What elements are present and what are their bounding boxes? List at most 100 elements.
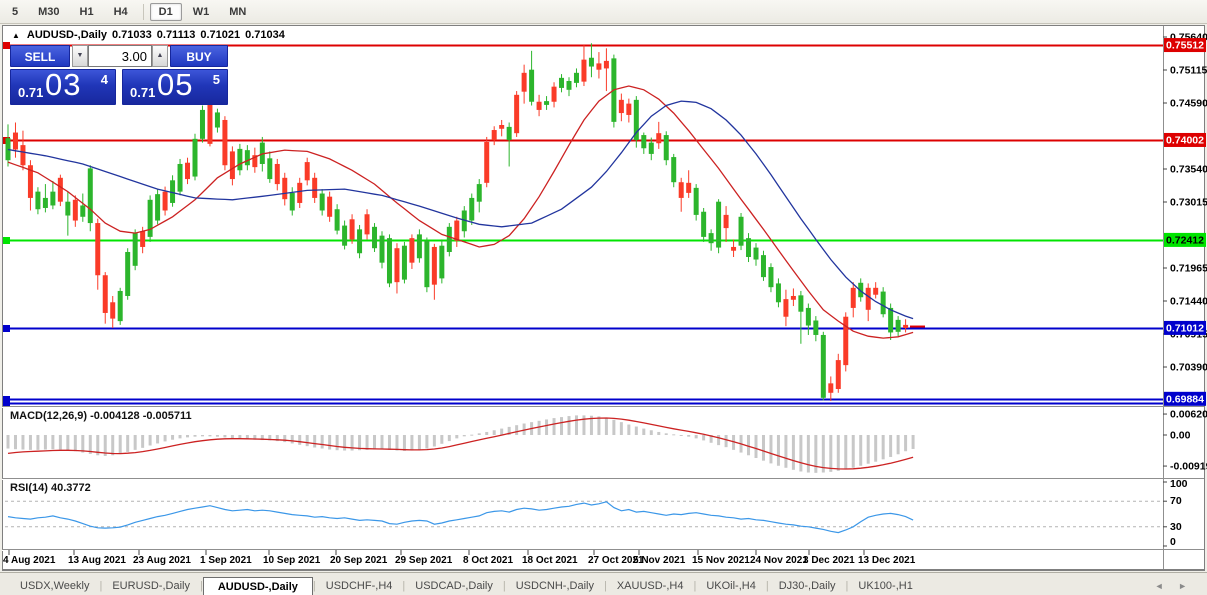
macd-histogram-bar (36, 435, 40, 450)
macd-histogram-bar (66, 435, 70, 451)
timeframe-button-5[interactable]: 5 (12, 5, 19, 18)
candle (544, 101, 550, 105)
tab-separator: | (312, 580, 316, 592)
candle (573, 72, 579, 83)
hline-handle[interactable] (3, 396, 10, 403)
timeframe-button-mn[interactable]: MN (229, 5, 247, 18)
macd-histogram-bar (111, 435, 115, 456)
date-label: 13 Dec 2021 (858, 555, 916, 566)
low-value: 0.71021 (200, 29, 241, 41)
candle (439, 245, 445, 279)
symbol-tab-xauusd[interactable]: XAUUSD-,H4 (616, 580, 684, 592)
candle (80, 205, 86, 217)
macd-histogram-bar (305, 435, 309, 447)
candle (431, 246, 437, 285)
candle (768, 267, 774, 288)
macd-histogram-bar (432, 435, 436, 447)
candle (686, 182, 692, 193)
candle (603, 60, 609, 69)
candle (20, 145, 26, 166)
macd-histogram-bar (81, 435, 85, 453)
candle (805, 307, 811, 326)
candle (342, 225, 348, 246)
volume-increase-button[interactable]: ▲ (152, 45, 168, 67)
hline-handle[interactable] (3, 325, 10, 332)
macd-histogram-bar (649, 430, 653, 435)
symbol-tab-uk100[interactable]: UK100-,H1 (858, 580, 913, 592)
hline-handle[interactable] (3, 237, 10, 244)
sell-price-big: 03 (45, 67, 82, 102)
candle (177, 163, 183, 192)
timeframe-button-h1[interactable]: H1 (79, 5, 94, 18)
macd-histogram-bar (874, 435, 878, 462)
toolbar-separator (142, 3, 144, 20)
symbol-tab-usdcad[interactable]: USDCAD-,Daily (415, 580, 493, 592)
symbol-tab-dj30[interactable]: DJ30-,Daily (778, 580, 836, 592)
macd-histogram-bar (283, 435, 287, 443)
sell-price-box[interactable]: 0.71 03 4 (10, 67, 116, 105)
macd-histogram-bar (799, 435, 803, 472)
macd-histogram-bar (156, 435, 160, 444)
rsi-tick-label: 30 (1170, 521, 1182, 533)
date-label: 15 Nov 2021 (692, 555, 750, 566)
symbol-tab-usdcnh[interactable]: USDCNH-,Daily (515, 580, 594, 592)
macd-indicator-label: MACD(12,26,9) -0.004128 -0.005711 (10, 410, 192, 422)
timeframe-button-d1[interactable]: D1 (149, 2, 182, 21)
timeframe-button-m30[interactable]: M30 (38, 5, 60, 18)
macd-histogram-bar (328, 435, 332, 450)
candle (409, 238, 415, 263)
macd-histogram-bar (844, 435, 848, 470)
macd-histogram-bar (298, 435, 302, 445)
symbol-tab-eurusd[interactable]: EURUSD-,Daily (112, 580, 190, 592)
macd-histogram-bar (634, 426, 638, 435)
macd-histogram-bar (365, 435, 369, 450)
volume-input[interactable] (88, 45, 152, 67)
macd-histogram-bar (904, 435, 908, 452)
price-badge (1164, 391, 1206, 406)
candle (506, 126, 512, 141)
tab-separator: | (765, 580, 769, 592)
macd-histogram-bar (829, 435, 833, 472)
candle (364, 214, 370, 235)
candle (401, 245, 407, 280)
macd-histogram-bar (28, 435, 32, 450)
hline-handle[interactable] (3, 400, 10, 407)
tab-scroll-arrows[interactable]: ◄ ► (1154, 581, 1193, 591)
candle (731, 246, 737, 251)
macd-histogram-bar (709, 435, 713, 443)
symbol-period-label: AUDUSD-,Daily (26, 29, 107, 41)
price-badge-label: 0.71012 (1166, 322, 1204, 334)
sell-button[interactable]: SELL (10, 45, 70, 67)
candle (334, 209, 340, 231)
macd-histogram-bar (275, 435, 279, 442)
macd-histogram-bar (717, 435, 721, 446)
candle (693, 187, 699, 215)
candle (798, 295, 804, 312)
macd-main-value: -0.004128 (90, 410, 140, 422)
hline-handle[interactable] (3, 42, 10, 49)
tab-separator: | (402, 580, 406, 592)
symbol-tab-usdchf[interactable]: USDCHF-,H4 (325, 580, 393, 592)
buy-button[interactable]: BUY (170, 45, 228, 67)
macd-histogram-bar (268, 435, 272, 441)
timeframe-button-h4[interactable]: H4 (113, 5, 128, 18)
buy-price-box[interactable]: 0.71 05 5 (122, 67, 228, 105)
macd-histogram-bar (6, 435, 10, 449)
macd-histogram-bar (694, 435, 698, 439)
collapse-triangle-icon[interactable]: ▲ (12, 31, 20, 40)
macd-histogram-bar (732, 435, 736, 450)
symbol-tab-audusd[interactable]: AUDUSD-,Daily (202, 577, 313, 595)
macd-histogram-bar (223, 435, 227, 438)
symbol-tab-usdx[interactable]: USDX,Weekly (20, 580, 90, 592)
date-label: 18 Oct 2021 (522, 555, 578, 566)
volume-decrease-button[interactable]: ▼ (72, 45, 88, 67)
macd-histogram-bar (51, 435, 55, 450)
symbol-tab-ukoil[interactable]: UKOil-,H4 (706, 580, 756, 592)
macd-histogram-bar (612, 419, 616, 435)
candle (484, 141, 490, 183)
timeframe-button-w1[interactable]: W1 (192, 5, 210, 18)
candle (229, 151, 235, 180)
date-label: 3 Dec 2021 (803, 555, 855, 566)
macd-histogram-bar (492, 430, 496, 435)
